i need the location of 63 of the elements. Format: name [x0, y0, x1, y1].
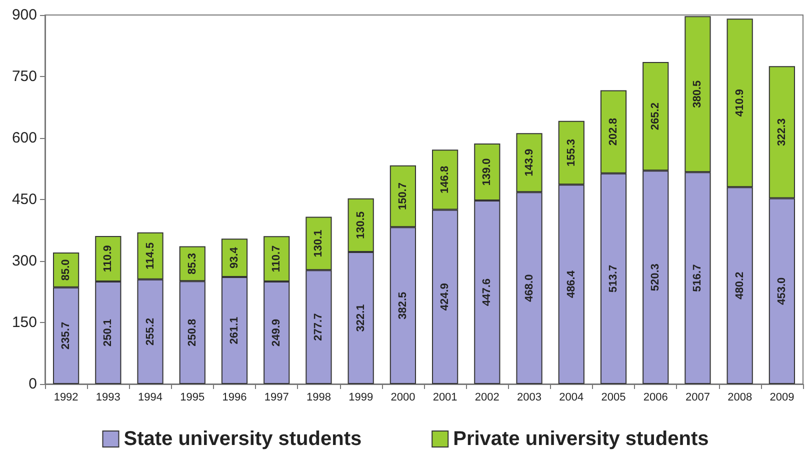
- x-tick-label: 2005: [601, 392, 626, 404]
- data-label: 480.2: [734, 272, 746, 300]
- x-tick-label: 2003: [517, 392, 542, 404]
- data-label: 249.9: [270, 319, 283, 347]
- x-tick-label: 2006: [643, 392, 668, 404]
- x-tick-label: 1999: [348, 392, 374, 404]
- x-tick-label: 1996: [222, 392, 247, 404]
- data-label: 110.9: [102, 245, 114, 272]
- data-label: 143.9: [523, 148, 536, 176]
- x-tick-label: 1994: [138, 392, 163, 404]
- x-tick-label: 1998: [306, 392, 331, 404]
- data-label: 146.8: [439, 166, 452, 194]
- x-tick-label: 2009: [770, 392, 794, 404]
- x-tick-label: 2001: [432, 392, 458, 404]
- data-label: 516.7: [692, 264, 704, 292]
- y-tick-label: 0: [28, 376, 37, 392]
- x-tick-label: 2008: [728, 392, 752, 404]
- data-label: 453.0: [776, 277, 788, 305]
- data-label: 250.8: [186, 318, 198, 346]
- data-label: 520.3: [650, 264, 662, 292]
- data-label: 255.2: [144, 318, 156, 346]
- data-label: 130.5: [354, 211, 367, 239]
- y-tick-label: 900: [12, 6, 37, 24]
- x-tick-label: 1995: [180, 392, 205, 404]
- y-tick-label: 150: [12, 314, 37, 331]
- data-label: 382.5: [396, 292, 409, 320]
- data-label: 265.2: [650, 102, 662, 130]
- data-label: 250.1: [102, 318, 114, 346]
- data-label: 130.1: [312, 230, 325, 258]
- data-label: 155.3: [565, 138, 578, 167]
- data-label: 322.3: [776, 118, 788, 146]
- legend-label: State university students: [124, 428, 362, 450]
- data-label: 424.9: [439, 283, 452, 311]
- x-tick-label: 2004: [559, 392, 584, 404]
- data-label: 410.9: [734, 89, 746, 117]
- data-label: 150.7: [396, 182, 409, 210]
- x-tick-label: 1997: [264, 392, 289, 404]
- data-label: 468.0: [523, 274, 536, 302]
- data-label: 322.1: [354, 304, 367, 332]
- data-label: 235.7: [60, 322, 72, 350]
- data-label: 380.5: [692, 80, 704, 108]
- y-tick-label: 450: [12, 191, 37, 208]
- data-label: 261.1: [228, 316, 240, 344]
- y-tick-label: 300: [12, 252, 37, 270]
- x-tick-label: 2007: [685, 392, 710, 404]
- legend-label: Private university students: [453, 428, 709, 450]
- data-label: 110.7: [270, 245, 283, 272]
- data-label: 486.4: [565, 270, 578, 298]
- data-label: 85.0: [60, 259, 72, 281]
- data-label: 277.7: [312, 313, 325, 341]
- data-label: 93.4: [228, 246, 240, 269]
- x-tick-label: 2000: [390, 392, 416, 404]
- data-label: 85.3: [186, 252, 198, 274]
- data-label: 139.0: [481, 158, 494, 186]
- data-label: 202.8: [608, 118, 620, 146]
- data-label: 513.7: [608, 264, 620, 292]
- data-label: 447.6: [481, 278, 494, 306]
- x-tick-label: 1992: [54, 392, 78, 404]
- y-tick-label: 750: [12, 68, 37, 85]
- y-tick-label: 600: [12, 130, 37, 146]
- x-tick-label: 1993: [96, 392, 120, 404]
- data-label: 114.5: [144, 242, 156, 270]
- x-tick-label: 2002: [474, 392, 500, 404]
